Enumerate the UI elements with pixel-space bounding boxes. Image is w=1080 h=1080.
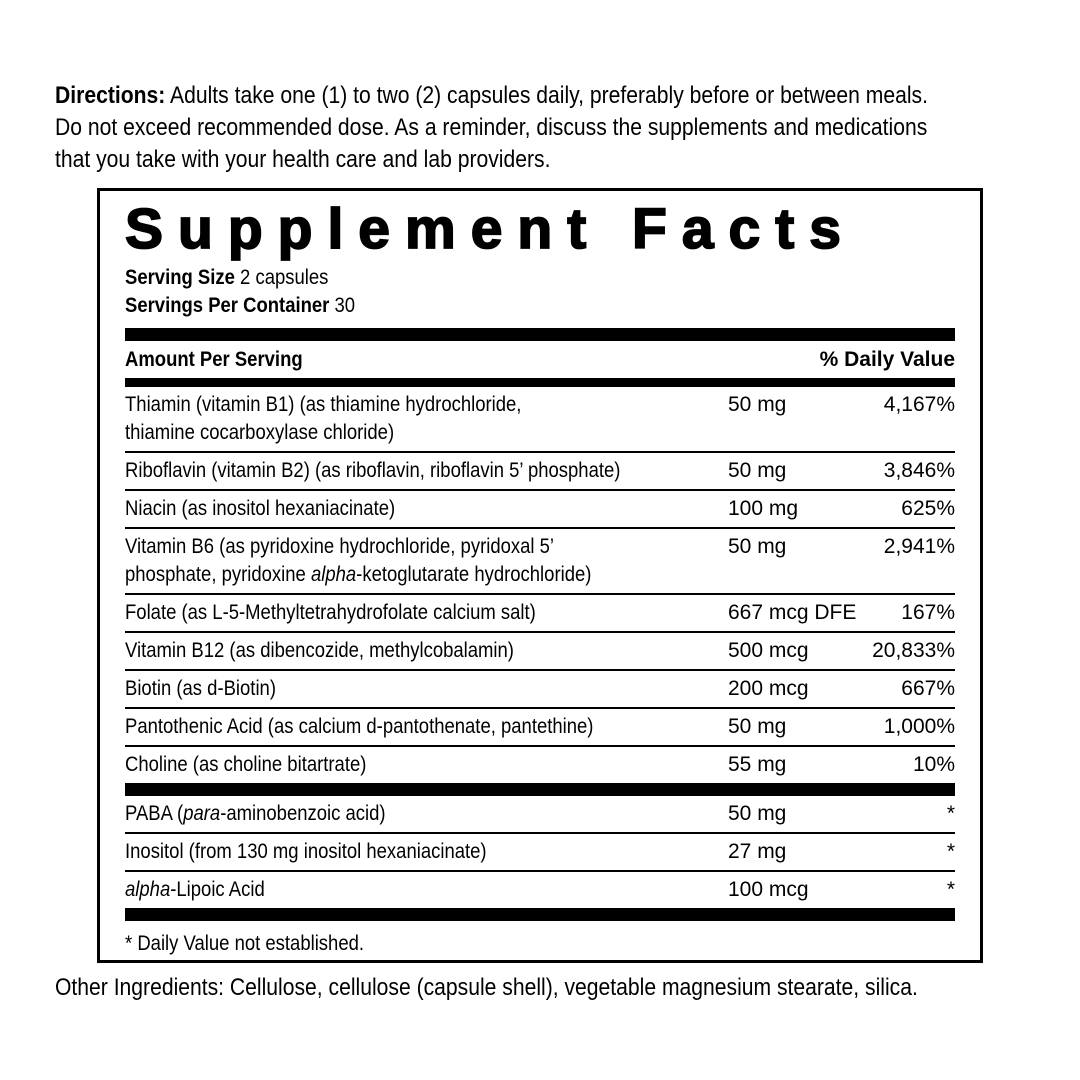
- other-ingredients-value: Other Ingredients: Cellulose, cellulose …: [55, 974, 918, 1001]
- nutrient-amount: 50 mg: [728, 535, 787, 558]
- nutrient-amount: 500 mcg: [728, 639, 809, 662]
- nutrient-amount: 50 mg: [728, 459, 787, 482]
- nutrient-daily-value: 2,941%: [883, 535, 955, 558]
- nutrient-name: Riboflavin (vitamin B2) (as riboflavin, …: [125, 459, 621, 482]
- table-row: PABA (para-aminobenzoic acid) 50 mg *: [125, 796, 955, 832]
- table-row: Niacin (as inositol hexaniacinate) 100 mg…: [125, 489, 955, 527]
- nutrient-amount: 100 mg: [728, 497, 799, 520]
- other-ingredients-text: Other Ingredients: Cellulose, cellulose …: [55, 972, 1080, 1004]
- table-row: Folate (as L-5-Methyltetrahydrofolate ca…: [125, 593, 955, 631]
- daily-value-header: % Daily Value: [819, 348, 955, 371]
- nutrient-name: Thiamin (vitamin B1) (as thiamine hydroc…: [125, 393, 522, 444]
- table-row: Riboflavin (vitamin B2) (as riboflavin, …: [125, 451, 955, 489]
- table-row: Choline (as choline bitartrate) 55 mg 10%: [125, 745, 955, 783]
- nutrient-name: PABA (para-aminobenzoic acid): [125, 802, 386, 825]
- table-row: Pantothenic Acid (as calcium d-pantothen…: [125, 707, 955, 745]
- footnote-daily-value: * Daily Value not established.: [125, 930, 955, 958]
- servings-per-container-value: 30: [329, 294, 356, 317]
- table-row: Inositol (from 130 mg inositol hexaniaci…: [125, 832, 955, 870]
- section-divider-bar: [125, 328, 955, 341]
- nutrient-daily-value: 667%: [901, 677, 955, 700]
- serving-size-row: Serving Size 2 capsules: [125, 264, 955, 292]
- nutrient-amount: 50 mg: [728, 802, 787, 825]
- nutrient-daily-value: 3,846%: [883, 459, 955, 482]
- header-divider-bar: [125, 378, 955, 387]
- nutrient-amount: 55 mg: [728, 753, 787, 776]
- nutrient-name: Vitamin B6 (as pyridoxine hydrochloride,…: [125, 535, 592, 586]
- nutrient-name: Niacin (as inositol hexaniacinate): [125, 497, 396, 520]
- table-row: Thiamin (vitamin B1) (as thiamine hydroc…: [125, 387, 955, 451]
- servings-per-container-label: Servings Per Container: [125, 294, 330, 317]
- nutrient-name: Vitamin B12 (as dibencozide, methylcobal…: [125, 639, 514, 662]
- section-divider-bar: [125, 908, 955, 921]
- panel-title: Supplement Facts: [124, 197, 856, 262]
- nutrient-table: Thiamin (vitamin B1) (as thiamine hydroc…: [125, 387, 955, 921]
- nutrient-name: Choline (as choline bitartrate): [125, 753, 367, 776]
- nutrient-daily-value: *: [946, 878, 955, 901]
- nutrient-amount: 200 mcg: [728, 677, 809, 700]
- table-row: Vitamin B6 (as pyridoxine hydrochloride,…: [125, 527, 955, 593]
- serving-size-value: 2 capsules: [234, 266, 329, 289]
- nutrient-name: alpha-Lipoic Acid: [125, 878, 265, 901]
- servings-per-container-row: Servings Per Container 30: [125, 292, 955, 320]
- table-row: Vitamin B12 (as dibencozide, methylcobal…: [125, 631, 955, 669]
- section-divider-bar: [125, 783, 955, 796]
- nutrient-amount: 27 mg: [728, 840, 787, 863]
- nutrient-amount: 50 mg: [728, 715, 787, 738]
- table-row: Biotin (as d-Biotin) 200 mcg 667%: [125, 669, 955, 707]
- supplement-facts-panel: Supplement Facts Serving Size 2 capsules…: [97, 188, 983, 963]
- serving-info: Serving Size 2 capsules Servings Per Con…: [125, 264, 955, 320]
- table-row: alpha-Lipoic Acid 100 mcg *: [125, 870, 955, 908]
- directions-text: Adults take one (1) to two (2) capsules …: [55, 82, 928, 173]
- nutrient-name: Folate (as L-5-Methyltetrahydrofolate ca…: [125, 601, 536, 624]
- nutrient-name: Biotin (as d-Biotin): [125, 677, 276, 700]
- nutrient-daily-value: *: [946, 802, 955, 825]
- nutrient-daily-value: 167%: [901, 601, 955, 624]
- directions-label: Directions:: [55, 82, 166, 109]
- nutrient-daily-value: 20,833%: [872, 639, 955, 662]
- nutrient-daily-value: 10%: [912, 753, 955, 776]
- nutrient-amount: 100 mcg: [728, 878, 809, 901]
- nutrient-daily-value: 625%: [901, 497, 955, 520]
- nutrient-amount: 50 mg: [728, 393, 787, 416]
- amount-per-serving-header: Amount Per Serving: [125, 348, 303, 371]
- nutrient-name: Pantothenic Acid (as calcium d-pantothen…: [125, 715, 594, 738]
- nutrient-daily-value: *: [946, 840, 955, 863]
- serving-size-label: Serving Size: [125, 266, 235, 289]
- nutrient-daily-value: 1,000%: [883, 715, 955, 738]
- nutrient-name: Inositol (from 130 mg inositol hexaniaci…: [125, 840, 487, 863]
- footnote-text: * Daily Value not established.: [125, 932, 365, 955]
- directions-paragraph: Directions: Adults take one (1) to two (…: [55, 80, 1080, 176]
- nutrient-daily-value: 4,167%: [883, 393, 955, 416]
- table-header-row: Amount Per Serving % Daily Value: [125, 341, 955, 378]
- nutrient-amount: 667 mcg DFE: [728, 601, 857, 624]
